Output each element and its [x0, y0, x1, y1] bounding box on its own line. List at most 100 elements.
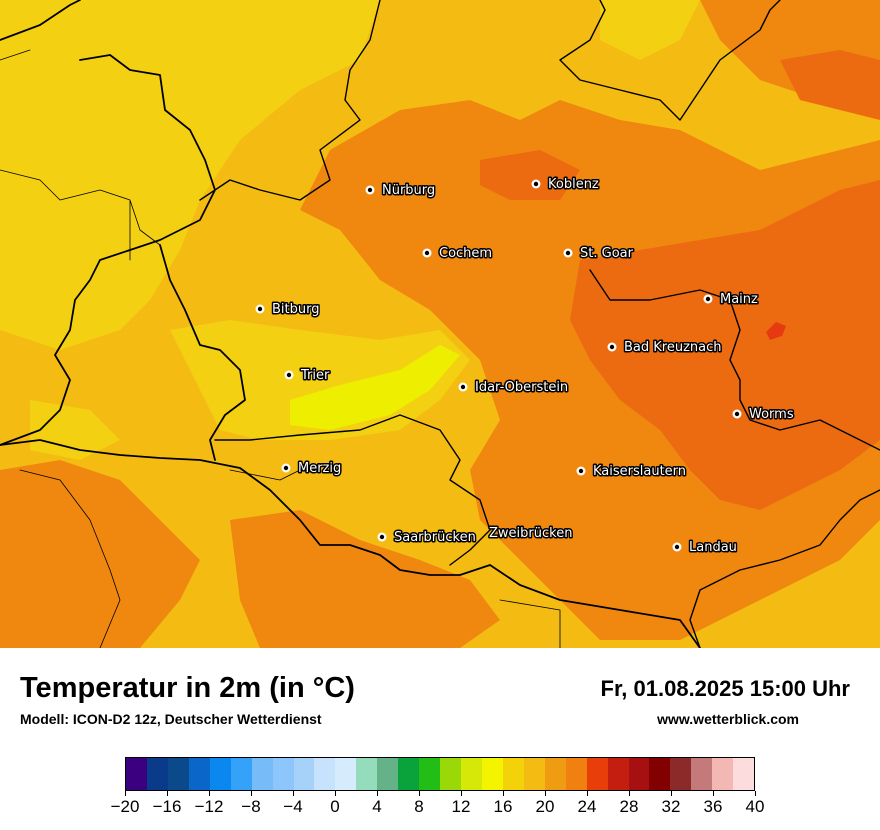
city-label-merzig: Merzig	[298, 461, 341, 476]
legend-swatch	[628, 758, 650, 790]
legend-swatch	[126, 758, 147, 790]
legend-swatch	[146, 758, 168, 790]
city-label-bitburg: Bitburg	[272, 302, 320, 317]
legend-tick-label: 20	[535, 797, 555, 816]
legend-swatch	[188, 758, 210, 790]
legend-tick-label: 16	[493, 797, 513, 816]
legend-tick-line	[628, 791, 630, 796]
legend-tick-label: 24	[577, 797, 597, 816]
legend-swatch	[440, 758, 461, 790]
legend-tick-line	[754, 791, 756, 796]
legend-swatch	[502, 758, 524, 790]
legend-swatch	[712, 758, 734, 790]
website-link[interactable]: www.wetterblick.com	[657, 711, 799, 727]
city-marker-dot-koblenz	[533, 181, 539, 187]
city-label-mainz: Mainz	[720, 292, 758, 307]
legend-tick-label: −12	[194, 797, 224, 816]
state-border-bw	[689, 489, 880, 648]
legend-tick-line	[292, 791, 294, 796]
city-marker-dot-nuerburg	[367, 187, 373, 193]
city-marker-dot-saarbruecken	[379, 534, 385, 540]
city-markers: Nürburg Koblenz Cochem St. Goar Mainz Bitburg…	[255, 176, 795, 557]
temperature-map: Nürburg Koblenz Cochem St. Goar Mainz Bitburg…	[0, 0, 880, 648]
legend-swatch	[691, 758, 713, 790]
city-label-worms: Worms	[749, 407, 794, 422]
state-border-north	[199, 0, 381, 201]
legend-swatch	[335, 758, 357, 790]
city-label-landau: Landau	[689, 540, 737, 555]
legend-tick-line	[124, 791, 126, 796]
legend-tick: 28	[609, 791, 649, 817]
legend-tick: 20	[525, 791, 565, 817]
legend-tick-label: 12	[451, 797, 471, 816]
city-marker-dot-bitburg	[257, 306, 263, 312]
legend-tick-line	[418, 791, 420, 796]
legend-swatch	[586, 758, 608, 790]
legend-tick-line	[712, 791, 714, 796]
legend-tick-line	[502, 791, 504, 796]
legend-tick-line	[166, 791, 168, 796]
city-label-zweibruecken: Zweibrücken	[489, 526, 572, 541]
legend-swatch	[649, 758, 671, 790]
city-marker-dot-worms	[734, 411, 740, 417]
color-legend-ticks: −20 −16 −12 −8 −4 0 4 8 12 16 20 24 28 32 36 40	[111, 791, 764, 821]
legend-tick-label: −20	[110, 797, 140, 816]
legend-tick: −4	[273, 791, 313, 817]
legend-tick-line	[544, 791, 546, 796]
forecast-datetime: Fr, 01.08.2025 15:00 Uhr	[600, 676, 851, 701]
legend-tick-label: 32	[661, 797, 681, 816]
country-border-lux	[159, 244, 246, 461]
legend-swatch	[398, 758, 420, 790]
legend-tick-line	[460, 791, 462, 796]
legend-swatch	[461, 758, 482, 790]
legend-swatch	[523, 758, 545, 790]
legend-swatch	[167, 758, 189, 790]
city-marker-dot-merzig	[283, 465, 289, 471]
legend-tick: 4	[357, 791, 397, 817]
legend-tick: 12	[441, 791, 481, 817]
legend-tick-label: 40	[745, 797, 765, 816]
legend-swatch	[293, 758, 315, 790]
legend-tick: −20	[105, 791, 145, 817]
legend-tick: 8	[399, 791, 439, 817]
country-border-south	[0, 439, 701, 648]
city-label-st-goar: St. Goar	[580, 246, 634, 261]
legend-tick-label: −4	[283, 797, 303, 816]
legend-tick-label: 0	[330, 797, 340, 816]
legend-tick: 16	[483, 791, 523, 817]
legend-swatch	[377, 758, 399, 790]
legend-swatch	[251, 758, 273, 790]
legend-swatch	[565, 758, 587, 790]
legend-tick: −16	[147, 791, 187, 817]
legend-tick-line	[376, 791, 378, 796]
legend-swatch	[314, 758, 336, 790]
city-marker-dot-mainz	[705, 296, 711, 302]
legend-tick-label: 4	[372, 797, 382, 816]
legend-swatch	[733, 758, 755, 790]
legend-tick-line	[670, 791, 672, 796]
legend-swatch	[419, 758, 441, 790]
country-border-west	[0, 0, 216, 446]
city-marker-dot-idar-oberstein	[460, 384, 466, 390]
city-label-koblenz: Koblenz	[548, 177, 599, 192]
city-label-bad-kreuznach: Bad Kreuznach	[624, 340, 722, 355]
legend-tick: 24	[567, 791, 607, 817]
temperature-zone-hot	[480, 50, 880, 510]
legend-tick-line	[334, 791, 336, 796]
legend-tick: 32	[651, 791, 691, 817]
legend-tick-label: 36	[703, 797, 723, 816]
legend-tick: 36	[693, 791, 733, 817]
map-subtitle: Modell: ICON-D2 12z, Deutscher Wetterdie…	[20, 711, 322, 727]
city-label-trier: Trier	[300, 368, 330, 383]
city-marker-dot-landau	[674, 544, 680, 550]
city-label-kaiserslautern: Kaiserslautern	[593, 464, 686, 479]
legend-swatch	[607, 758, 629, 790]
city-label-idar-oberstein: Idar-Oberstein	[475, 380, 568, 395]
color-legend-bar	[125, 757, 755, 791]
map-title: Temperatur in 2m (in °C)	[20, 672, 355, 704]
legend-tick-label: 28	[619, 797, 639, 816]
state-border-saar	[214, 414, 491, 566]
legend-swatch	[544, 758, 566, 790]
region-border-thin	[0, 49, 561, 648]
legend-swatch	[670, 758, 692, 790]
